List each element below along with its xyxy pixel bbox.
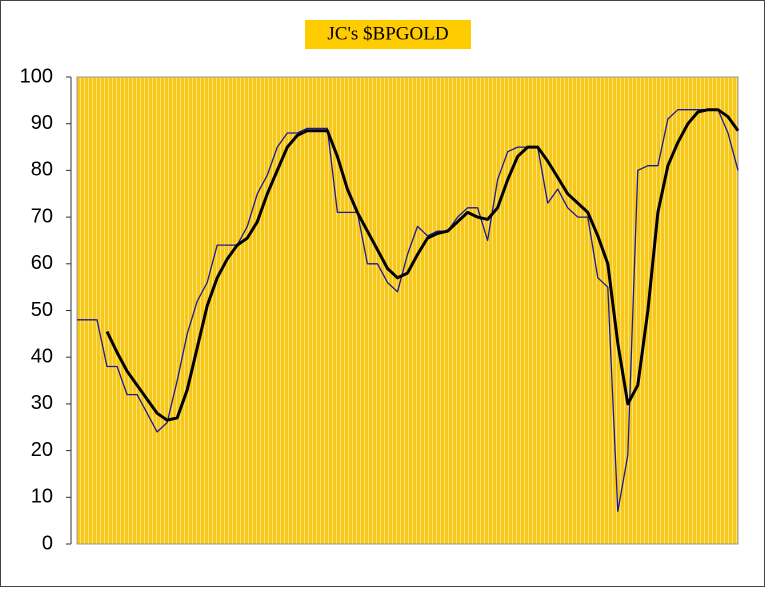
y-tick-label: 30 [31,392,53,414]
y-tick-label: 70 [31,205,53,227]
y-tick-label: 40 [31,345,53,367]
series-line [77,109,739,512]
y-tick-label: 10 [31,486,53,508]
y-tick-label: 0 [42,532,53,554]
plot: 0 10 20 30 40 50 60 70 80 90 100 [20,65,740,554]
title-box [305,20,471,49]
y-tick-label: 60 [31,252,53,274]
y-tick-label: 100 [20,65,53,87]
plot-area [76,76,739,545]
chart-title: JC's $BPGOLD [327,23,448,44]
y-tick-label: 90 [31,112,53,134]
series-line [105,108,740,422]
y-tick-label: 50 [31,299,53,321]
y-tick-label: 80 [31,159,53,181]
y-tick-label: 20 [31,439,53,461]
